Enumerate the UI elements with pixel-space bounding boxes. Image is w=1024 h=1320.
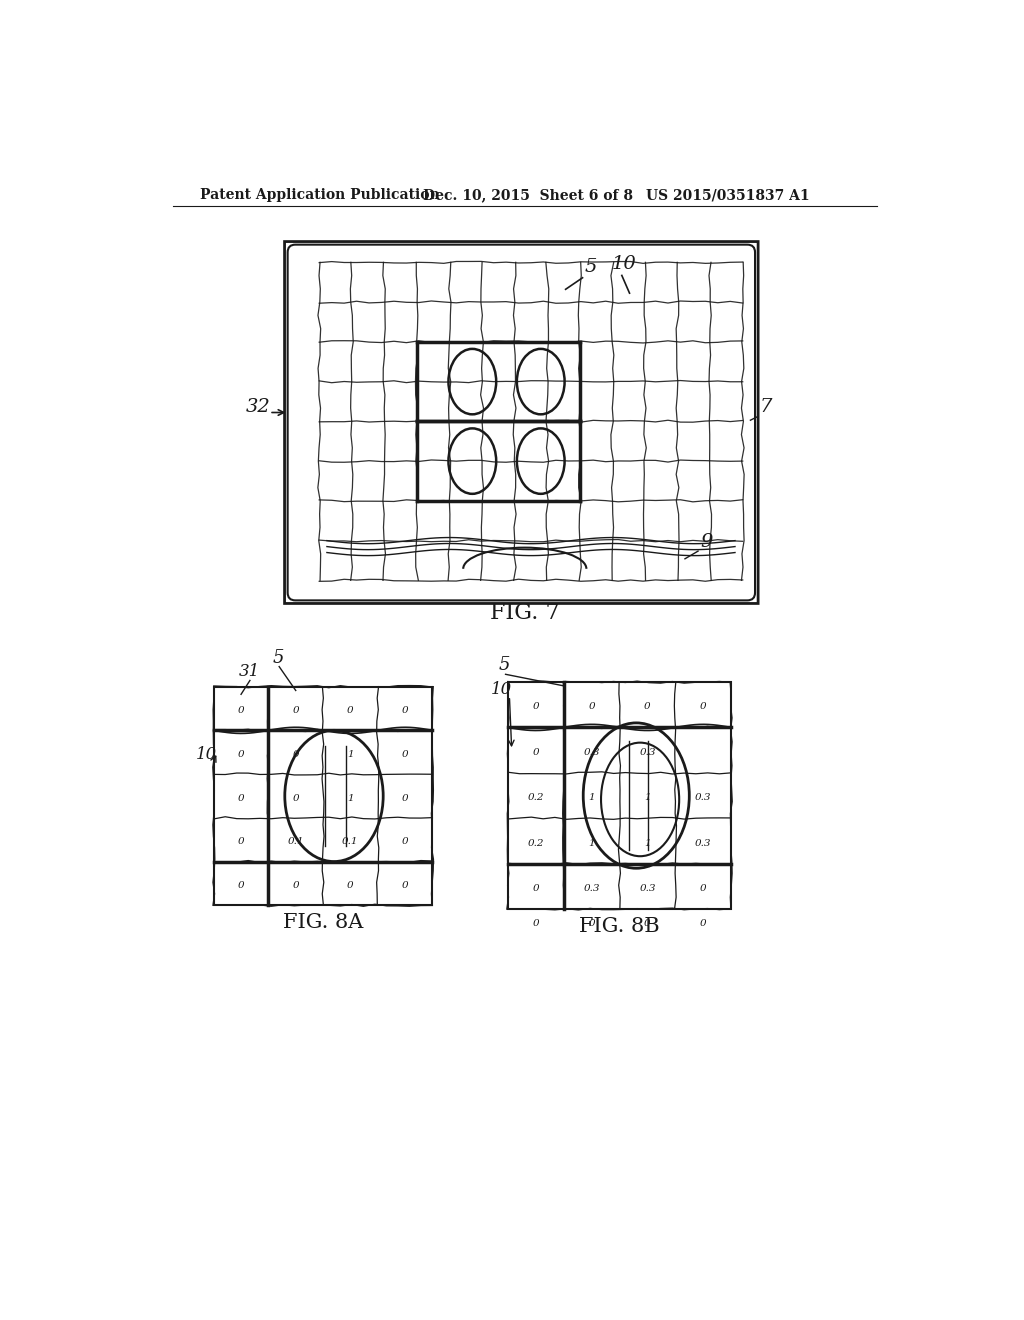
Text: 0.1: 0.1 [342, 837, 358, 846]
Text: 0: 0 [401, 793, 409, 803]
Text: 7: 7 [760, 399, 772, 417]
Text: 0: 0 [347, 882, 353, 890]
Text: FIG. 8B: FIG. 8B [580, 917, 659, 936]
Text: 0: 0 [700, 702, 707, 711]
Text: 0: 0 [293, 882, 299, 890]
Text: 0.2: 0.2 [527, 838, 544, 847]
Text: 0.3: 0.3 [639, 884, 655, 894]
Text: 0: 0 [238, 882, 245, 890]
Text: 0: 0 [238, 706, 245, 715]
Text: 1: 1 [644, 838, 650, 847]
Text: Patent Application Publication: Patent Application Publication [200, 189, 439, 202]
Bar [214, 686, 432, 906]
Text: 0: 0 [700, 884, 707, 894]
Text: 32: 32 [246, 399, 270, 417]
Text: US 2015/0351837 A1: US 2015/0351837 A1 [646, 189, 810, 202]
Text: 0: 0 [293, 793, 299, 803]
Text: 5: 5 [585, 259, 597, 276]
Text: 31: 31 [239, 663, 260, 680]
Bar [508, 682, 731, 909]
Text: 0.2: 0.2 [527, 793, 544, 803]
Text: 0: 0 [532, 884, 539, 894]
Text: 0: 0 [293, 706, 299, 715]
Text: 0: 0 [238, 793, 245, 803]
Text: 0: 0 [532, 748, 539, 756]
Text: 0: 0 [238, 837, 245, 846]
Text: 0: 0 [401, 882, 409, 890]
Text: FIG. 8A: FIG. 8A [283, 913, 364, 932]
Text: 1: 1 [347, 793, 353, 803]
Text: 0.3: 0.3 [639, 748, 655, 756]
Text: 10: 10 [611, 255, 637, 272]
Text: 5: 5 [499, 656, 510, 675]
Text: FIG. 7: FIG. 7 [490, 602, 559, 624]
Text: Dec. 10, 2015  Sheet 6 of 8: Dec. 10, 2015 Sheet 6 of 8 [423, 189, 633, 202]
Text: 1: 1 [588, 793, 595, 803]
Text: 0: 0 [532, 919, 539, 928]
Text: 0: 0 [700, 919, 707, 928]
Text: 0.3: 0.3 [695, 793, 712, 803]
Text: 0.3: 0.3 [584, 884, 600, 894]
Text: 0.3: 0.3 [584, 748, 600, 756]
Text: 0: 0 [347, 706, 353, 715]
Text: 1: 1 [588, 838, 595, 847]
Text: 0: 0 [238, 750, 245, 759]
Text: 10: 10 [196, 746, 217, 763]
Text: 0: 0 [293, 750, 299, 759]
Text: 0: 0 [401, 706, 409, 715]
Text: 1: 1 [644, 793, 650, 803]
Text: 0: 0 [401, 750, 409, 759]
Text: 0: 0 [644, 702, 650, 711]
Text: 0: 0 [401, 837, 409, 846]
Text: 0: 0 [588, 702, 595, 711]
Text: 0: 0 [644, 919, 650, 928]
Text: 5: 5 [273, 648, 285, 667]
Text: 9: 9 [700, 533, 713, 552]
Text: 10: 10 [490, 681, 512, 697]
Text: 1: 1 [347, 750, 353, 759]
Text: 0.1: 0.1 [288, 837, 304, 846]
Text: 0.3: 0.3 [695, 838, 712, 847]
Text: 0: 0 [532, 702, 539, 711]
Text: 0: 0 [588, 919, 595, 928]
